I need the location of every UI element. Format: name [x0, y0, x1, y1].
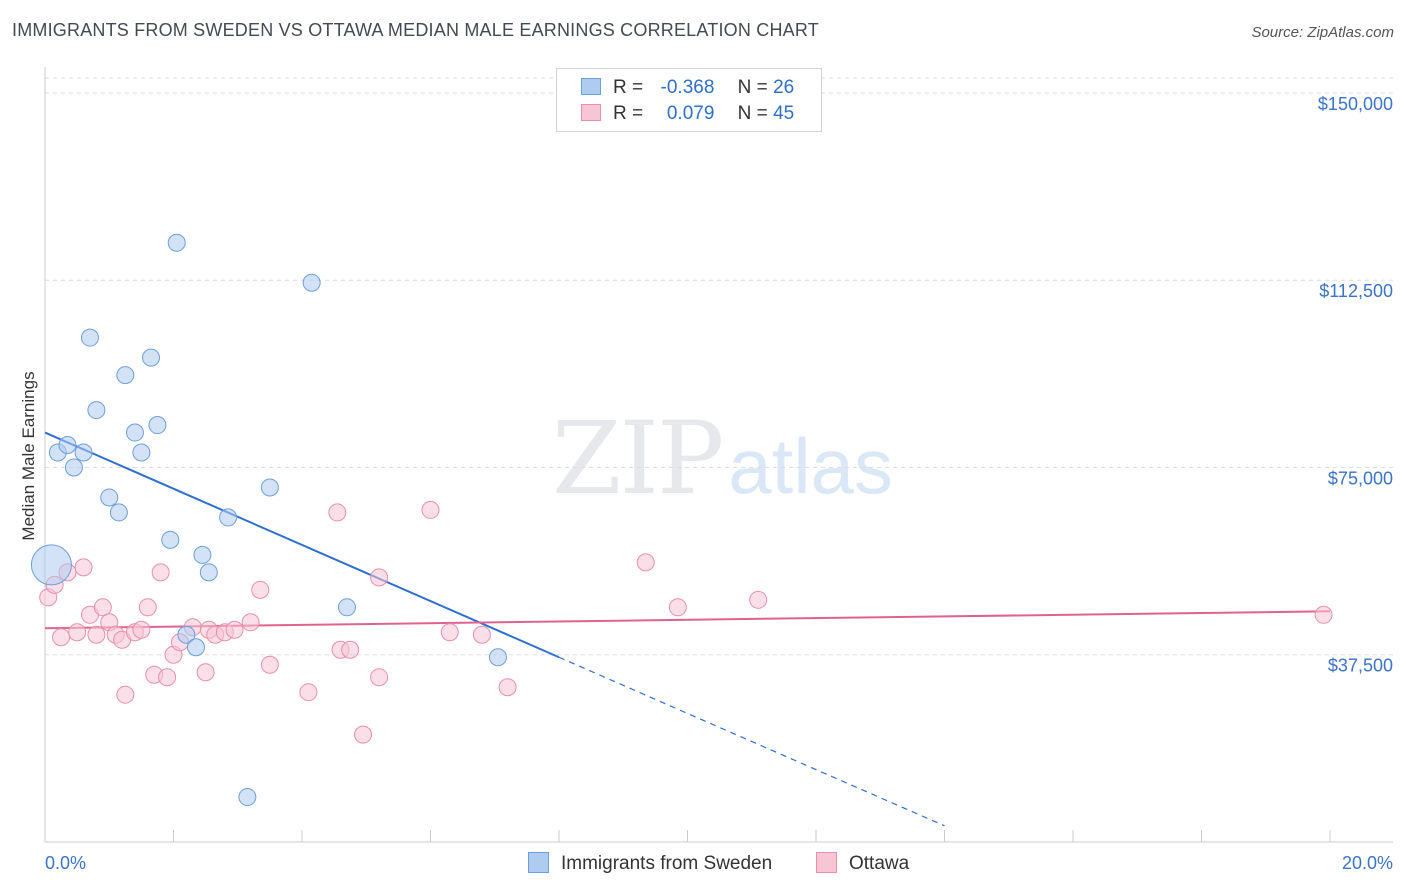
data-point-ottawa	[354, 725, 373, 744]
legend-label-sweden: Immigrants from Sweden	[561, 853, 773, 874]
data-point-ottawa	[498, 678, 517, 697]
data-point-sweden	[167, 233, 186, 252]
data-point-ottawa	[1314, 605, 1333, 624]
r-label: R =	[613, 77, 644, 98]
legend-label-ottawa: Ottawa	[849, 853, 910, 874]
trend-line-ottawa	[44, 610, 1331, 630]
data-point-ottawa	[299, 683, 318, 702]
tick-labels: $37,500 $75,000 $112,500 $150,000 0.0% 20.0%	[45, 94, 1393, 873]
data-point-sweden	[488, 648, 507, 667]
data-point-sweden	[87, 401, 106, 420]
data-point-ottawa	[138, 598, 157, 617]
data-point-sweden	[177, 625, 196, 644]
data-point-sweden	[238, 788, 257, 807]
data-point-ottawa	[341, 640, 360, 659]
watermark-atlas: atlas	[728, 422, 894, 510]
data-point-sweden	[302, 273, 321, 292]
data-point-ottawa	[472, 625, 491, 644]
data-point-ottawa	[668, 598, 687, 617]
data-point-ottawa	[440, 623, 459, 642]
data-point-ottawa	[370, 568, 389, 587]
data-point-ottawa	[225, 620, 244, 639]
trend-line-sweden-extrapolated	[558, 656, 945, 827]
data-point-sweden	[74, 443, 93, 462]
data-point-sweden	[132, 443, 151, 462]
data-point-sweden	[337, 598, 356, 617]
axes	[44, 67, 1393, 843]
data-point-sweden	[219, 508, 238, 527]
data-point-ottawa	[93, 598, 112, 617]
correlation-legend: R = -0.368 N = 26 R = 0.079 N = 45	[556, 68, 822, 132]
watermark: ZIPatlas	[552, 400, 893, 517]
data-point-ottawa	[87, 625, 106, 644]
r-value: -0.368	[660, 77, 715, 98]
data-point-ottawa	[196, 663, 215, 682]
data-point-sweden	[161, 530, 180, 549]
data-point-sweden	[58, 436, 77, 455]
trend-line-sweden	[44, 431, 560, 659]
source-label: Source: ZipAtlas.com	[1251, 24, 1394, 41]
data-point-ottawa	[241, 613, 260, 632]
data-point-ottawa	[636, 553, 655, 572]
r-label: R =	[613, 103, 644, 124]
data-points	[30, 233, 1333, 807]
data-point-sweden	[100, 488, 119, 507]
legend-swatch-ottawa	[816, 852, 837, 873]
data-point-sweden	[30, 544, 72, 586]
data-point-sweden	[199, 563, 218, 582]
data-point-sweden	[142, 348, 161, 367]
y-tick-label: $75,000	[1328, 468, 1393, 488]
data-point-sweden	[193, 545, 212, 564]
trend-lines	[44, 431, 1331, 827]
data-point-ottawa	[151, 563, 170, 582]
legend-row-sweden: R = -0.368 N = 26	[581, 77, 794, 101]
data-point-sweden	[80, 328, 99, 347]
x-tick-label: 0.0%	[45, 853, 86, 873]
data-point-sweden	[186, 638, 205, 657]
y-tick-label: $37,500	[1328, 656, 1393, 676]
watermark-zip: ZIP	[552, 400, 724, 517]
y-tick-label: $150,000	[1318, 94, 1393, 114]
data-point-sweden	[116, 366, 135, 385]
data-point-ottawa	[421, 500, 440, 519]
data-point-ottawa	[251, 580, 270, 599]
data-point-sweden	[260, 478, 279, 497]
n-value: 45	[773, 103, 795, 124]
data-point-ottawa	[132, 620, 151, 639]
data-point-sweden	[64, 458, 83, 477]
grid-lines	[45, 77, 1393, 656]
data-point-ottawa	[116, 685, 135, 704]
r-value: 0.079	[666, 103, 715, 124]
data-point-ottawa	[52, 628, 71, 647]
data-point-ottawa	[370, 668, 389, 687]
data-point-sweden	[148, 416, 167, 435]
n-label: N =	[737, 103, 768, 124]
data-point-ottawa	[68, 623, 87, 642]
legend-swatch-sweden	[581, 78, 601, 95]
chart-title: IMMIGRANTS FROM SWEDEN VS OTTAWA MEDIAN …	[12, 20, 819, 40]
data-point-ottawa	[158, 668, 177, 687]
n-value: 26	[773, 77, 795, 98]
data-point-ottawa	[328, 503, 347, 522]
y-tick-label: $112,500	[1319, 281, 1393, 301]
x-tick-label: 20.0%	[1342, 853, 1393, 873]
data-point-sweden	[109, 503, 128, 522]
data-point-ottawa	[74, 558, 93, 577]
n-label: N =	[737, 77, 768, 98]
legend-swatch-ottawa	[581, 104, 601, 121]
legend-row-ottawa: R = 0.079 N = 45	[581, 103, 794, 127]
legend-item-ottawa[interactable]: Ottawa	[816, 852, 909, 875]
data-point-sweden	[125, 423, 144, 442]
legend-swatch-sweden	[528, 852, 549, 873]
y-axis-title: Median Male Earnings	[19, 371, 38, 540]
series-legend: Immigrants from Sweden Ottawa	[0, 852, 1406, 878]
legend-item-sweden[interactable]: Immigrants from Sweden	[528, 852, 772, 875]
data-point-ottawa	[260, 655, 279, 674]
data-point-ottawa	[749, 590, 768, 609]
